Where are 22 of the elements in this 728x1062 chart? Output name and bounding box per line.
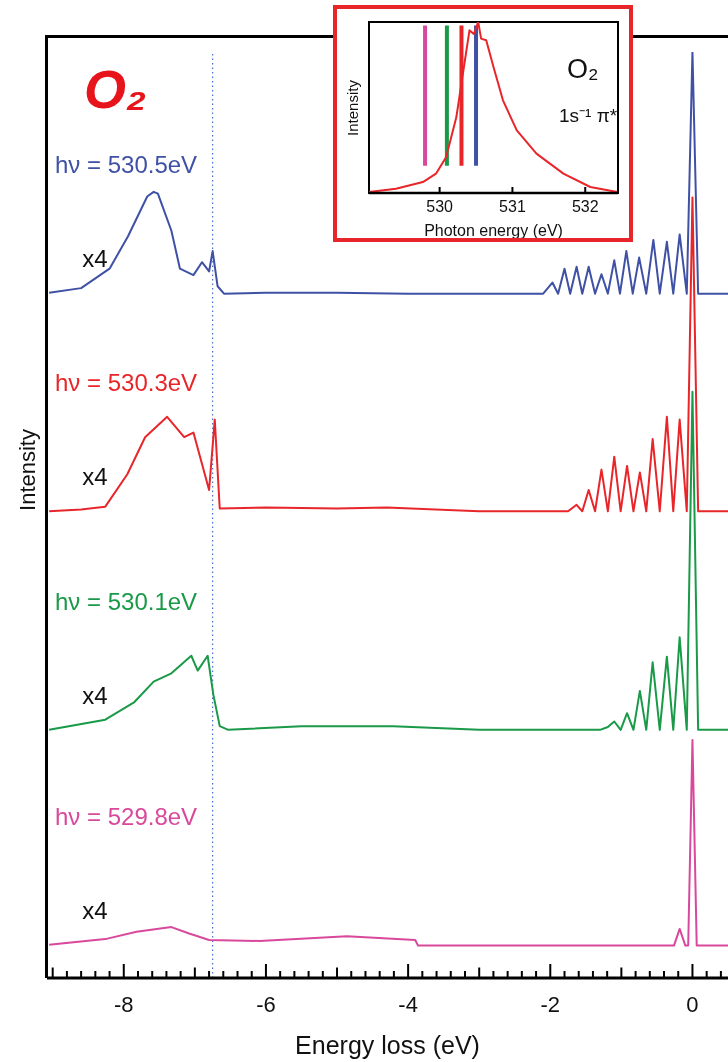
series-label: hν = 530.3eV: [55, 369, 198, 397]
y-axis-title: Intensity: [343, 79, 361, 136]
annotation: x4: [82, 463, 108, 491]
x-tick-label: 531: [499, 198, 526, 215]
annotation: O₂: [567, 54, 599, 85]
x-tick-label: -8: [113, 992, 134, 1017]
x-tick-label: 532: [571, 198, 599, 215]
text: hν = 529.8eV: [55, 802, 198, 830]
x-axis-title: Energy loss (eV): [295, 1031, 480, 1059]
y-axis-title: Intensity: [15, 429, 41, 511]
annotation: x4: [82, 244, 108, 272]
series-label: hν = 530.5eV: [55, 150, 198, 178]
x-tick-label: 0: [686, 992, 699, 1017]
chart-title: O₂: [84, 59, 147, 119]
x-tick-label: 530: [426, 198, 454, 215]
annotation: 1s⁻¹ π*: [559, 104, 618, 128]
x-tick-label: -2: [540, 992, 561, 1017]
x-tick-label: -4: [398, 992, 418, 1017]
annotation: x4: [82, 896, 108, 924]
series-label: hν = 530.1eV: [55, 587, 198, 615]
annotation: x4: [82, 681, 108, 709]
x-tick-label: -6: [256, 992, 276, 1017]
